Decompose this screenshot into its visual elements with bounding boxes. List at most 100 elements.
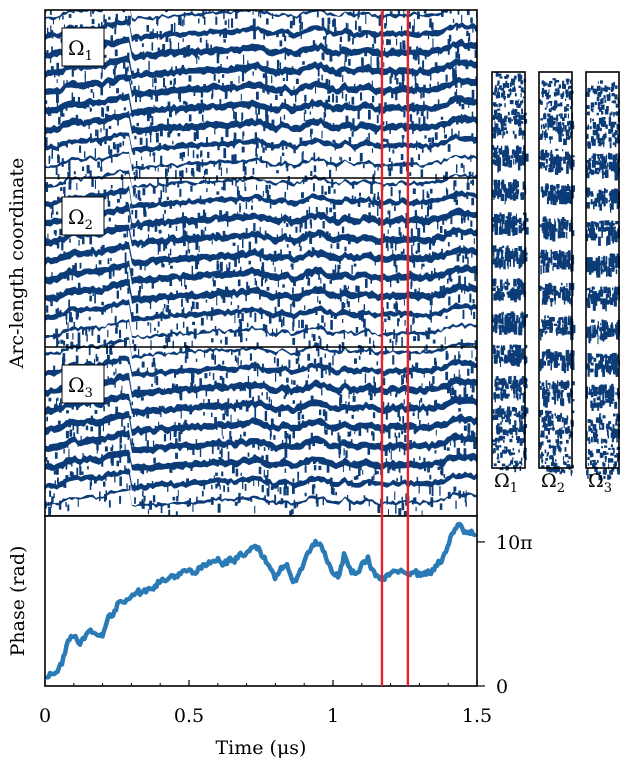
kymograph-speckle	[370, 56, 372, 67]
kymograph-speckle	[349, 308, 351, 316]
kymograph-speckle	[168, 220, 172, 228]
kymograph-speckle	[188, 462, 191, 467]
inset-speckle	[610, 458, 614, 463]
kymograph-speckle	[266, 18, 269, 25]
kymograph-speckle	[297, 473, 299, 484]
kymograph-speckle	[317, 78, 320, 84]
kymograph-speckle	[200, 229, 204, 237]
kymograph-speckle	[417, 334, 420, 342]
inset-speckle	[564, 384, 568, 390]
kymograph-speckle	[420, 93, 422, 99]
kymograph-speckle	[185, 101, 188, 111]
inset-speckle	[553, 194, 555, 203]
inset-speckle	[598, 388, 602, 396]
kymograph-speckle	[257, 367, 259, 377]
kymograph-speckle	[185, 351, 189, 359]
kymograph-speckle	[241, 146, 245, 153]
kymograph-speckle	[244, 387, 246, 392]
kymograph-speckle	[325, 44, 328, 49]
inset-speckle	[567, 330, 570, 335]
kymograph-speckle	[389, 224, 392, 228]
kymograph-speckle	[338, 220, 341, 225]
kymograph-speckle	[211, 444, 214, 454]
kymograph-speckle	[429, 145, 432, 153]
kymograph-speckle	[368, 482, 370, 486]
inset-speckle	[591, 227, 594, 233]
kymograph-speckle	[415, 250, 418, 254]
inset-speckle	[557, 434, 559, 442]
inset-speckle	[566, 136, 571, 140]
inset-speckle	[556, 443, 559, 448]
inset-speckle	[563, 258, 565, 265]
kymograph-speckle	[470, 220, 473, 227]
kymograph-speckle	[324, 112, 327, 118]
kymograph-speckle	[237, 305, 240, 309]
kymograph-speckle	[284, 468, 287, 473]
kymograph-speckle	[320, 368, 324, 378]
inset-speckle	[552, 78, 556, 81]
kymograph-speckle	[453, 437, 456, 448]
kymograph-speckle	[156, 502, 160, 506]
kymograph-speckle	[132, 150, 136, 155]
inset-speckle	[599, 127, 602, 132]
kymograph-speckle	[98, 260, 102, 265]
inset-speckle	[596, 449, 601, 454]
kymograph-speckle	[312, 45, 314, 52]
kymograph-speckle	[85, 326, 88, 336]
kymograph-speckle	[63, 448, 65, 454]
kymograph-speckle	[186, 500, 190, 507]
inset-speckle	[494, 188, 497, 191]
kymograph-speckle	[152, 28, 154, 38]
kymograph-speckle	[420, 182, 424, 187]
kymograph-speckle	[108, 16, 111, 20]
kymograph-speckle	[429, 296, 433, 306]
kymograph-speckle	[355, 20, 357, 30]
inset-speckle	[565, 94, 569, 98]
inset-speckle	[589, 191, 593, 195]
inset-speckle	[616, 200, 619, 203]
inset-speckle	[603, 298, 607, 304]
inset-speckle	[562, 223, 566, 229]
inset-speckle	[561, 426, 563, 432]
inset-speckle	[544, 449, 547, 454]
inset-speckle	[602, 461, 604, 466]
inset-speckle	[547, 416, 551, 424]
kymograph-speckle	[418, 237, 421, 243]
kymograph-speckle	[131, 209, 134, 215]
kymograph-speckle	[458, 130, 460, 137]
kymograph-speckle	[299, 224, 302, 233]
kymograph-speckle	[458, 490, 461, 499]
kymograph-speckle	[320, 325, 322, 330]
inset-speckle	[493, 109, 498, 116]
kymograph-speckle	[466, 30, 469, 37]
inset-speckle	[594, 101, 597, 105]
inset-speckle	[548, 218, 551, 224]
kymograph-speckle	[259, 226, 261, 234]
kymograph-speckle	[147, 203, 149, 209]
inset-speckle	[497, 193, 500, 200]
inset-speckle	[566, 361, 569, 372]
kymograph-speckle	[226, 407, 229, 417]
kymograph-speckle	[181, 278, 183, 287]
inset-speckle	[561, 117, 565, 121]
kymograph-speckle	[441, 248, 443, 254]
inset-speckle	[492, 217, 495, 223]
inset-speckle	[564, 252, 566, 260]
inset-speckle	[504, 326, 509, 333]
kymograph-speckle	[45, 501, 47, 509]
kymograph-speckle	[121, 419, 123, 427]
inset-speckle	[603, 332, 605, 338]
kymograph-speckle	[401, 135, 405, 139]
kymograph-speckle	[383, 62, 385, 68]
kymograph-speckle	[254, 278, 256, 286]
kymograph-speckle	[90, 10, 92, 17]
kymograph-speckle	[338, 420, 341, 427]
kymograph-speckle	[417, 242, 420, 253]
kymograph-speckle	[343, 330, 346, 339]
kymograph-speckle	[242, 161, 245, 172]
inset-strips: Ω1 Ω2 Ω3	[491, 71, 620, 496]
kymograph-speckle	[369, 392, 373, 401]
kymograph-speckle	[343, 329, 345, 335]
inset-speckle	[555, 459, 557, 462]
inset-speckle	[544, 107, 547, 110]
